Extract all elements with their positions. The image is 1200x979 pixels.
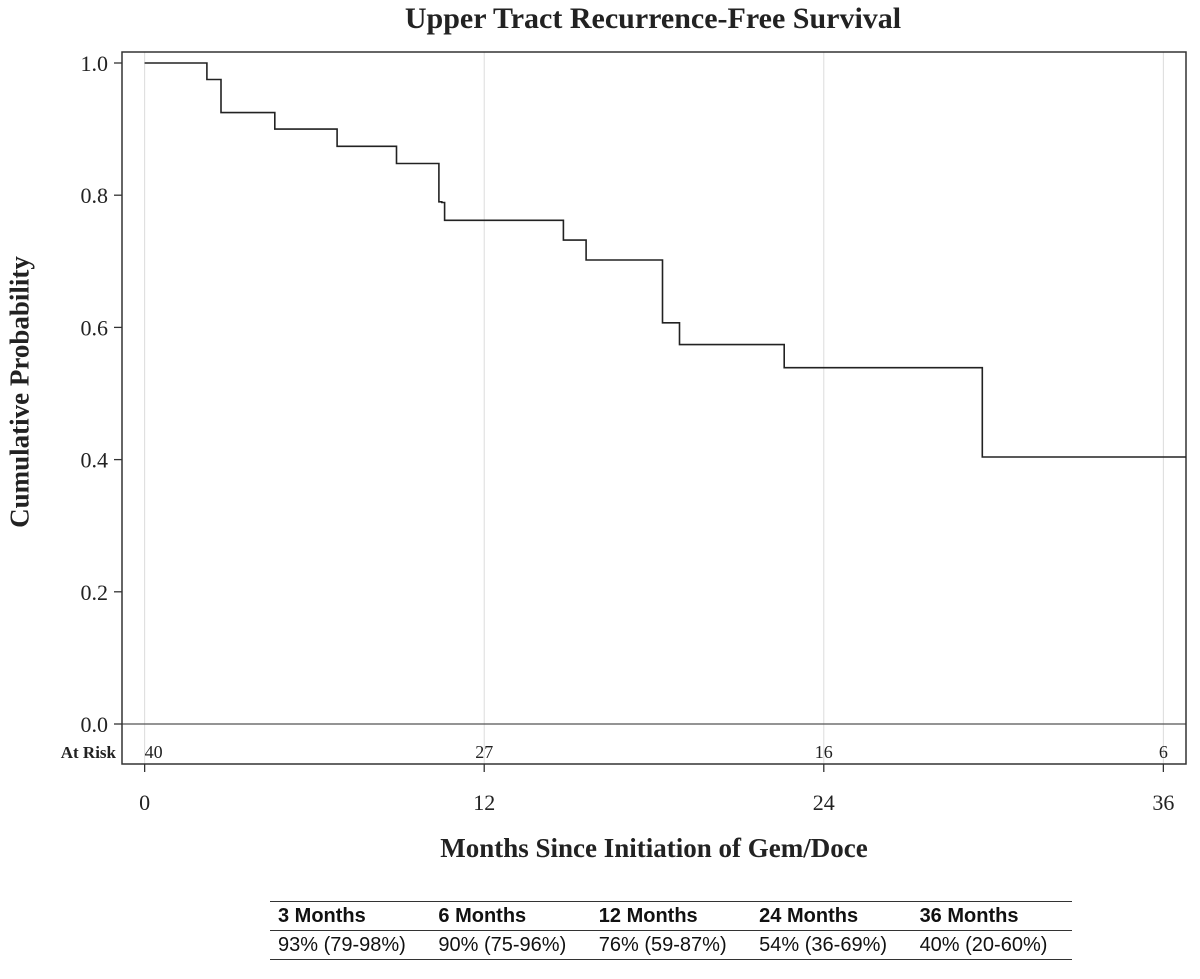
- x-tick-label: 12: [473, 790, 495, 815]
- summary-value-cell: 90% (75-96%): [430, 930, 591, 960]
- at-risk-count: 40: [145, 742, 163, 762]
- at-risk-count: 6: [1159, 742, 1168, 762]
- summary-value-cell: 76% (59-87%): [590, 930, 752, 960]
- survival-summary-table: 3 Months 6 Months 12 Months 24 Months 36…: [270, 901, 1072, 960]
- y-axis-label: Cumulative Probability: [4, 256, 35, 528]
- x-axis-label: Months Since Initiation of Gem/Doce: [440, 833, 868, 863]
- summary-header-cell: 12 Months: [590, 901, 752, 931]
- x-tick-label: 24: [813, 790, 835, 815]
- grid-lines: [144, 52, 1164, 764]
- survival-chart: 0.0 0.2 0.4 0.6 0.8 1.0 0 12 24 36 At Risk 40 27 16…: [61, 51, 1187, 815]
- y-tick-label: 0.4: [81, 448, 109, 473]
- summary-header-cell: 36 Months: [911, 901, 1072, 931]
- plot-frame: [121, 51, 1187, 765]
- chart-title: Upper Tract Recurrence-Free Survival: [404, 2, 902, 35]
- summary-value-cell: 54% (36-69%): [751, 930, 912, 960]
- summary-value-row: 93% (79-98%) 90% (75-96%) 76% (59-87%) 5…: [270, 930, 1072, 960]
- at-risk-label: At Risk: [61, 743, 117, 762]
- y-tick-label: 0.6: [81, 315, 109, 340]
- y-axis: 0.0 0.2 0.4 0.6 0.8 1.0: [81, 51, 122, 737]
- at-risk-count: 16: [815, 742, 833, 762]
- summary-value-cell: 93% (79-98%): [270, 930, 431, 960]
- y-tick-label: 0.2: [81, 580, 109, 605]
- summary-header-cell: 24 Months: [751, 901, 912, 931]
- x-tick-label: 0: [139, 790, 150, 815]
- x-axis: 0 12 24 36: [139, 764, 1174, 815]
- survival-step-line: [144, 62, 1186, 458]
- summary-header-cell: 6 Months: [430, 901, 591, 931]
- summary-header-row: 3 Months 6 Months 12 Months 24 Months 36…: [270, 901, 1072, 931]
- summary-header-cell: 3 Months: [270, 901, 431, 931]
- summary-value-cell: 40% (20-60%): [911, 930, 1072, 960]
- x-tick-label: 36: [1152, 790, 1174, 815]
- at-risk-count: 27: [475, 742, 493, 762]
- y-tick-label: 0.0: [81, 712, 109, 737]
- at-risk-row: At Risk 40 27 16 6: [61, 742, 1168, 762]
- y-tick-label: 0.8: [81, 183, 109, 208]
- y-tick-label: 1.0: [81, 51, 109, 76]
